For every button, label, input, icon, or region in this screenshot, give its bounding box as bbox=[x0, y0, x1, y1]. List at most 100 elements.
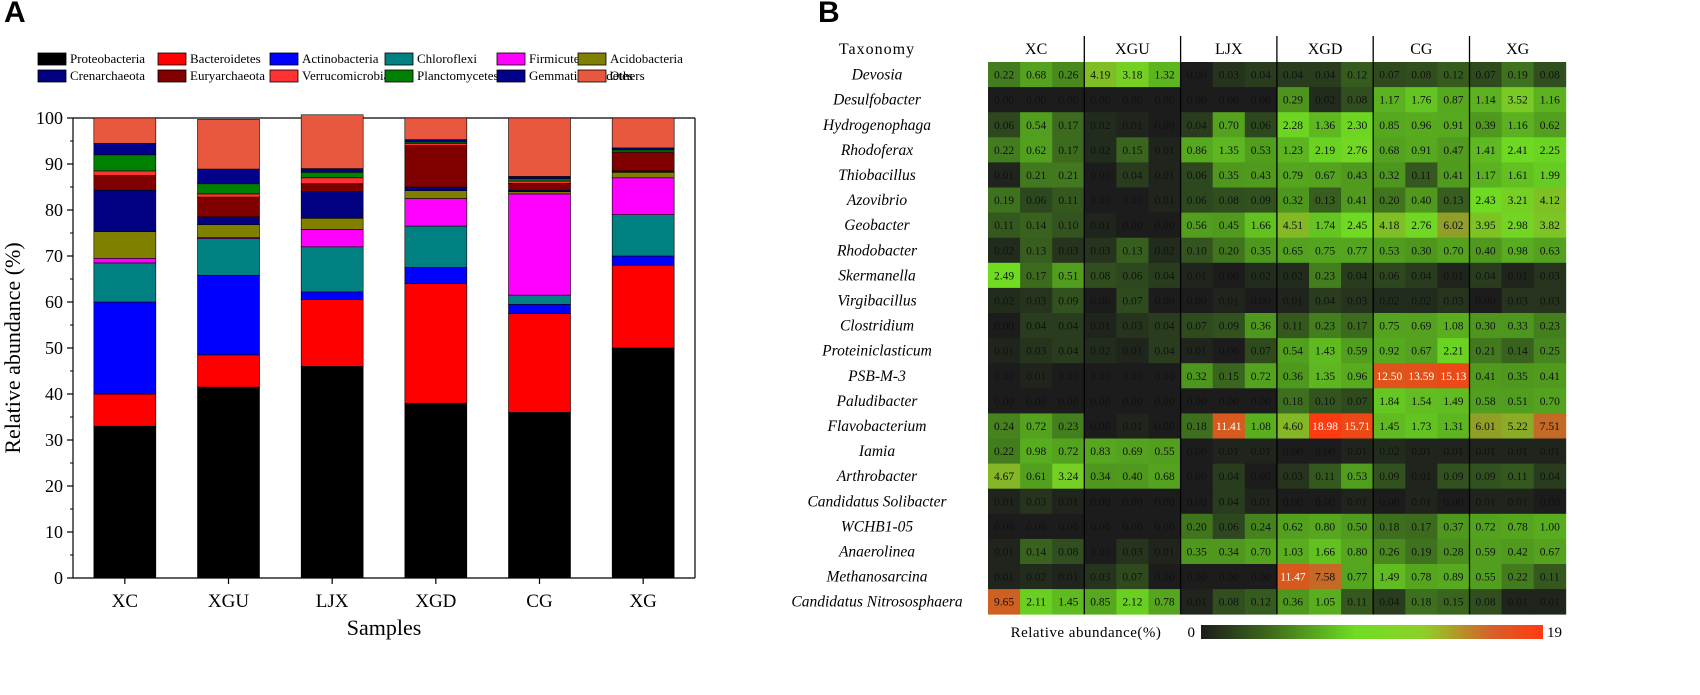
heatmap-cell bbox=[1501, 162, 1535, 188]
heatmap-cell bbox=[1373, 112, 1406, 138]
cell-value: 0.21 bbox=[1475, 346, 1495, 358]
heatmap-cell bbox=[1437, 62, 1470, 88]
heatmap-cell bbox=[1020, 413, 1053, 439]
cell-value: 0.51 bbox=[1508, 396, 1528, 408]
heatmap-cell bbox=[1244, 589, 1278, 615]
cell-value: 0.13 bbox=[1443, 195, 1463, 207]
bar-segment-xgu-actinobacteria bbox=[197, 275, 260, 356]
heatmap-cell bbox=[1244, 87, 1278, 113]
cell-value: 0.00 bbox=[1122, 95, 1142, 107]
cell-value: 0.06 bbox=[1026, 195, 1046, 207]
row-label: Flavobacterium bbox=[826, 418, 926, 435]
cell-value: 4.60 bbox=[1283, 421, 1303, 433]
legend-label-crenarchaeota: Crenarchaeota bbox=[70, 68, 145, 83]
cell-value: 0.43 bbox=[1347, 170, 1367, 182]
bar-segment-cg-proteobacteria bbox=[508, 412, 571, 579]
bar-segment-ljx-proteobacteria bbox=[300, 366, 364, 579]
heatmap-cell bbox=[1212, 363, 1246, 389]
cell-value: 1.17 bbox=[1379, 95, 1399, 107]
cell-value: 0.78 bbox=[1154, 597, 1174, 609]
x-tick-label: LJX bbox=[316, 591, 349, 612]
heatmap-cell bbox=[1437, 513, 1470, 540]
heatmap-cell bbox=[1309, 413, 1342, 439]
cell-value: 0.03 bbox=[1026, 346, 1046, 358]
cell-value: 0.63 bbox=[1540, 245, 1560, 257]
heatmap-cell bbox=[1533, 187, 1567, 213]
heatmap-cell bbox=[1373, 87, 1406, 113]
heatmap-cell bbox=[1276, 388, 1310, 414]
heatmap-cell bbox=[1148, 187, 1181, 213]
cell-value: 0.00 bbox=[1154, 295, 1174, 307]
cell-value: 1.35 bbox=[1219, 145, 1239, 157]
cell-value: 0.33 bbox=[1508, 321, 1528, 333]
cell-value: 0.30 bbox=[1475, 321, 1495, 333]
heatmap-cell bbox=[1212, 162, 1246, 188]
row-label: Methanosarcina bbox=[825, 569, 927, 586]
heatmap-cell bbox=[1405, 87, 1438, 113]
cell-value: 0.06 bbox=[1251, 120, 1271, 132]
heatmap-cell bbox=[1437, 187, 1470, 213]
cell-value: 0.18 bbox=[1283, 396, 1303, 408]
cell-value: 0.32 bbox=[1187, 371, 1207, 383]
cell-value: 2.45 bbox=[1347, 220, 1367, 232]
heatmap-cell bbox=[988, 162, 1021, 188]
cell-value: 3.95 bbox=[1475, 220, 1495, 232]
heatmap-cell bbox=[988, 438, 1021, 464]
heatmap-cell bbox=[1020, 363, 1053, 389]
cell-value: 2.30 bbox=[1347, 120, 1367, 132]
heatmap-cell bbox=[1405, 463, 1438, 490]
cell-value: 4.18 bbox=[1379, 220, 1399, 232]
heatmap-cell bbox=[1341, 162, 1374, 188]
cell-value: 0.06 bbox=[994, 120, 1014, 132]
legend-label-acidobacteria: Acidobacteria bbox=[610, 51, 683, 66]
heatmap-cell bbox=[1020, 488, 1053, 515]
heatmap-cell bbox=[1501, 262, 1535, 289]
heatmap-cell bbox=[1148, 463, 1181, 490]
cell-value: 0.17 bbox=[1058, 145, 1078, 157]
heatmap-cell bbox=[1116, 589, 1149, 615]
heatmap-cell bbox=[1405, 438, 1438, 464]
cell-value: 0.12 bbox=[1443, 70, 1463, 82]
legend-swatch-gemmatimonadetes bbox=[496, 69, 526, 83]
heatmap-cell bbox=[988, 212, 1021, 239]
cell-value: 0.22 bbox=[994, 70, 1014, 82]
heatmap-cell bbox=[1373, 513, 1406, 540]
row-label: Rhodoferax bbox=[840, 142, 913, 159]
legend-swatch-planctomycetes bbox=[384, 69, 414, 83]
cell-value: 0.19 bbox=[1508, 70, 1528, 82]
heatmap-cell bbox=[1020, 388, 1053, 414]
heatmap-cell bbox=[1405, 187, 1438, 213]
cell-value: 0.78 bbox=[1411, 572, 1431, 584]
cell-value: 4.19 bbox=[1090, 70, 1110, 82]
cell-value: 0.01 bbox=[1026, 371, 1046, 383]
cell-value: 0.04 bbox=[1219, 471, 1239, 483]
cell-value: 0.06 bbox=[1379, 270, 1399, 282]
cell-value: 7.51 bbox=[1540, 421, 1560, 433]
heatmap-cell bbox=[1020, 313, 1053, 339]
cell-value: 0.00 bbox=[1251, 572, 1271, 584]
heatmap-cell bbox=[1469, 538, 1502, 565]
cell-value: 0.01 bbox=[1154, 170, 1174, 182]
cell-value: 3.52 bbox=[1508, 95, 1528, 107]
group-label-ljx: LJX bbox=[1215, 41, 1243, 58]
cell-value: 0.18 bbox=[1379, 521, 1399, 533]
cell-value: 0.91 bbox=[1443, 120, 1463, 132]
cell-value: 0.11 bbox=[1411, 170, 1431, 182]
cell-value: 0.03 bbox=[1122, 546, 1142, 558]
cell-value: 0.10 bbox=[1315, 396, 1335, 408]
heatmap-cell bbox=[1244, 287, 1278, 314]
cell-value: 0.01 bbox=[1090, 321, 1110, 333]
heatmap-cell bbox=[1341, 538, 1374, 565]
cell-value: 0.08 bbox=[1540, 70, 1560, 82]
heatmap-cell bbox=[1148, 87, 1181, 113]
heatmap-cell bbox=[1533, 237, 1567, 264]
cell-value: 0.01 bbox=[1090, 220, 1110, 232]
cell-value: 3.82 bbox=[1540, 220, 1560, 232]
cell-value: 0.41 bbox=[1443, 170, 1463, 182]
heatmap-cell bbox=[1309, 137, 1342, 163]
cell-value: 2.19 bbox=[1315, 145, 1335, 157]
bar-segment-ljx-crenarchaeota bbox=[300, 191, 364, 219]
group-label-cg: CG bbox=[1410, 41, 1433, 58]
heatmap-cell bbox=[1244, 313, 1278, 339]
cell-value: 0.09 bbox=[1251, 195, 1271, 207]
